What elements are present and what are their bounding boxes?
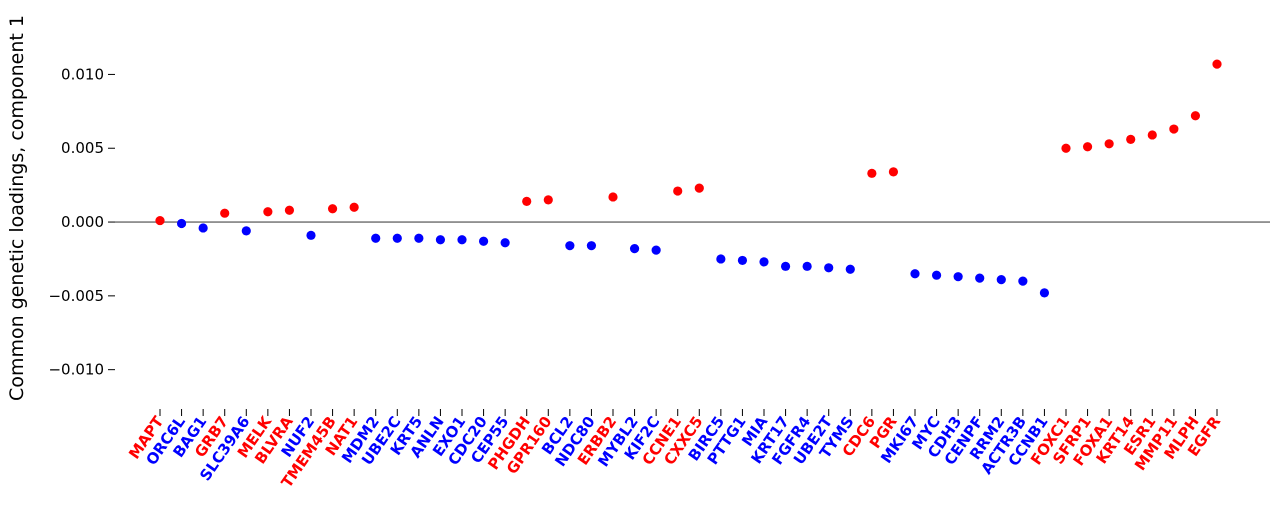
data-point-bcl2	[565, 241, 575, 251]
data-point-mlph	[1190, 111, 1201, 121]
data-point-mia	[759, 257, 769, 267]
data-point-esr1	[1147, 130, 1157, 140]
data-point-pgr	[888, 167, 899, 177]
data-point-cdh3	[953, 272, 963, 282]
data-point-phgdh	[522, 196, 532, 206]
data-point-foxc1	[1061, 143, 1071, 153]
data-point-bag1	[198, 223, 208, 233]
data-point-nat1	[349, 202, 359, 212]
data-point-birc5	[716, 254, 726, 264]
data-points	[155, 59, 1222, 298]
data-point-erbb2	[608, 192, 618, 202]
data-point-mybl2	[629, 244, 640, 254]
data-point-tmem45b	[327, 204, 338, 214]
data-point-pttg1	[737, 255, 748, 266]
x-ticks: MAPTORC6LBAG1GRB7SLC39A6MELKBLVRANUF2TME…	[125, 409, 1225, 491]
data-point-melk	[263, 207, 273, 217]
data-point-foxa1	[1104, 139, 1114, 149]
y-tick-label: 0.010	[61, 65, 104, 83]
data-point-actr3b	[1018, 276, 1028, 286]
data-point-ccnb1	[1039, 288, 1050, 298]
data-point-blvra	[284, 205, 295, 215]
data-point-slc39a6	[241, 226, 251, 236]
data-point-exo1	[457, 235, 467, 245]
y-tick-label: −0.005	[48, 287, 104, 305]
y-tick-label: 0.000	[61, 213, 104, 231]
data-point-krt17	[780, 261, 791, 271]
data-point-cenpf	[975, 273, 985, 283]
data-point-rrm2	[996, 275, 1006, 285]
data-point-gpr160	[543, 195, 553, 205]
data-point-krt14	[1126, 134, 1136, 144]
data-point-cdc20	[478, 236, 489, 246]
data-point-krt5	[414, 233, 424, 243]
data-point-fgfr4	[802, 261, 812, 271]
data-point-mmp11	[1169, 124, 1179, 134]
data-point-ndc80	[586, 241, 597, 251]
data-point-ube2t	[824, 263, 834, 273]
data-point-cep55	[500, 238, 510, 248]
y-tick-label: −0.010	[48, 361, 104, 379]
data-point-sfrp1	[1082, 142, 1093, 152]
y-ticks: −0.010 −0.005 0.000 0.005 0.010	[48, 65, 115, 379]
data-point-tyms	[845, 264, 855, 274]
data-point-cxxc5	[694, 183, 704, 193]
data-point-grb7	[220, 208, 230, 218]
data-point-mapt	[155, 215, 165, 226]
data-point-egfr	[1212, 59, 1222, 69]
data-point-kif2c	[651, 245, 661, 255]
y-tick-label: 0.005	[61, 139, 104, 157]
data-point-ube2c	[392, 233, 402, 243]
y-axis-label: Common genetic loadings, component 1	[6, 15, 28, 401]
data-point-cdc6	[867, 168, 877, 178]
data-point-mki67	[910, 269, 920, 279]
data-point-mdm2	[371, 233, 381, 243]
data-point-ccne1	[673, 186, 683, 196]
data-point-nuf2	[306, 230, 316, 240]
data-point-orc6l	[176, 218, 187, 229]
data-point-anln	[435, 235, 446, 245]
data-point-myc	[931, 270, 942, 280]
